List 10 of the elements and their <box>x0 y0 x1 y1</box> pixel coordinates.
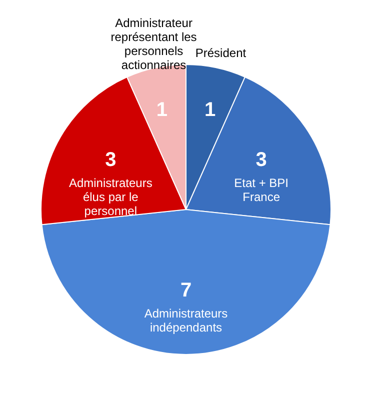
slice-label: Administrateurs élus par le personnel <box>68 176 152 218</box>
slice-label: Administrateur représentant les personnels actionnaires <box>110 16 197 72</box>
data-label: 1 <box>204 99 216 122</box>
data-label: 7 <box>180 280 192 302</box>
slice-label: Président <box>195 46 247 60</box>
slice-label: Administrateurs indépendants <box>144 306 228 334</box>
data-label: 1 <box>156 99 168 122</box>
data-label: 3 <box>256 149 267 171</box>
data-label: 3 <box>105 149 116 171</box>
slice-label: Etat + BPI France <box>234 176 289 204</box>
